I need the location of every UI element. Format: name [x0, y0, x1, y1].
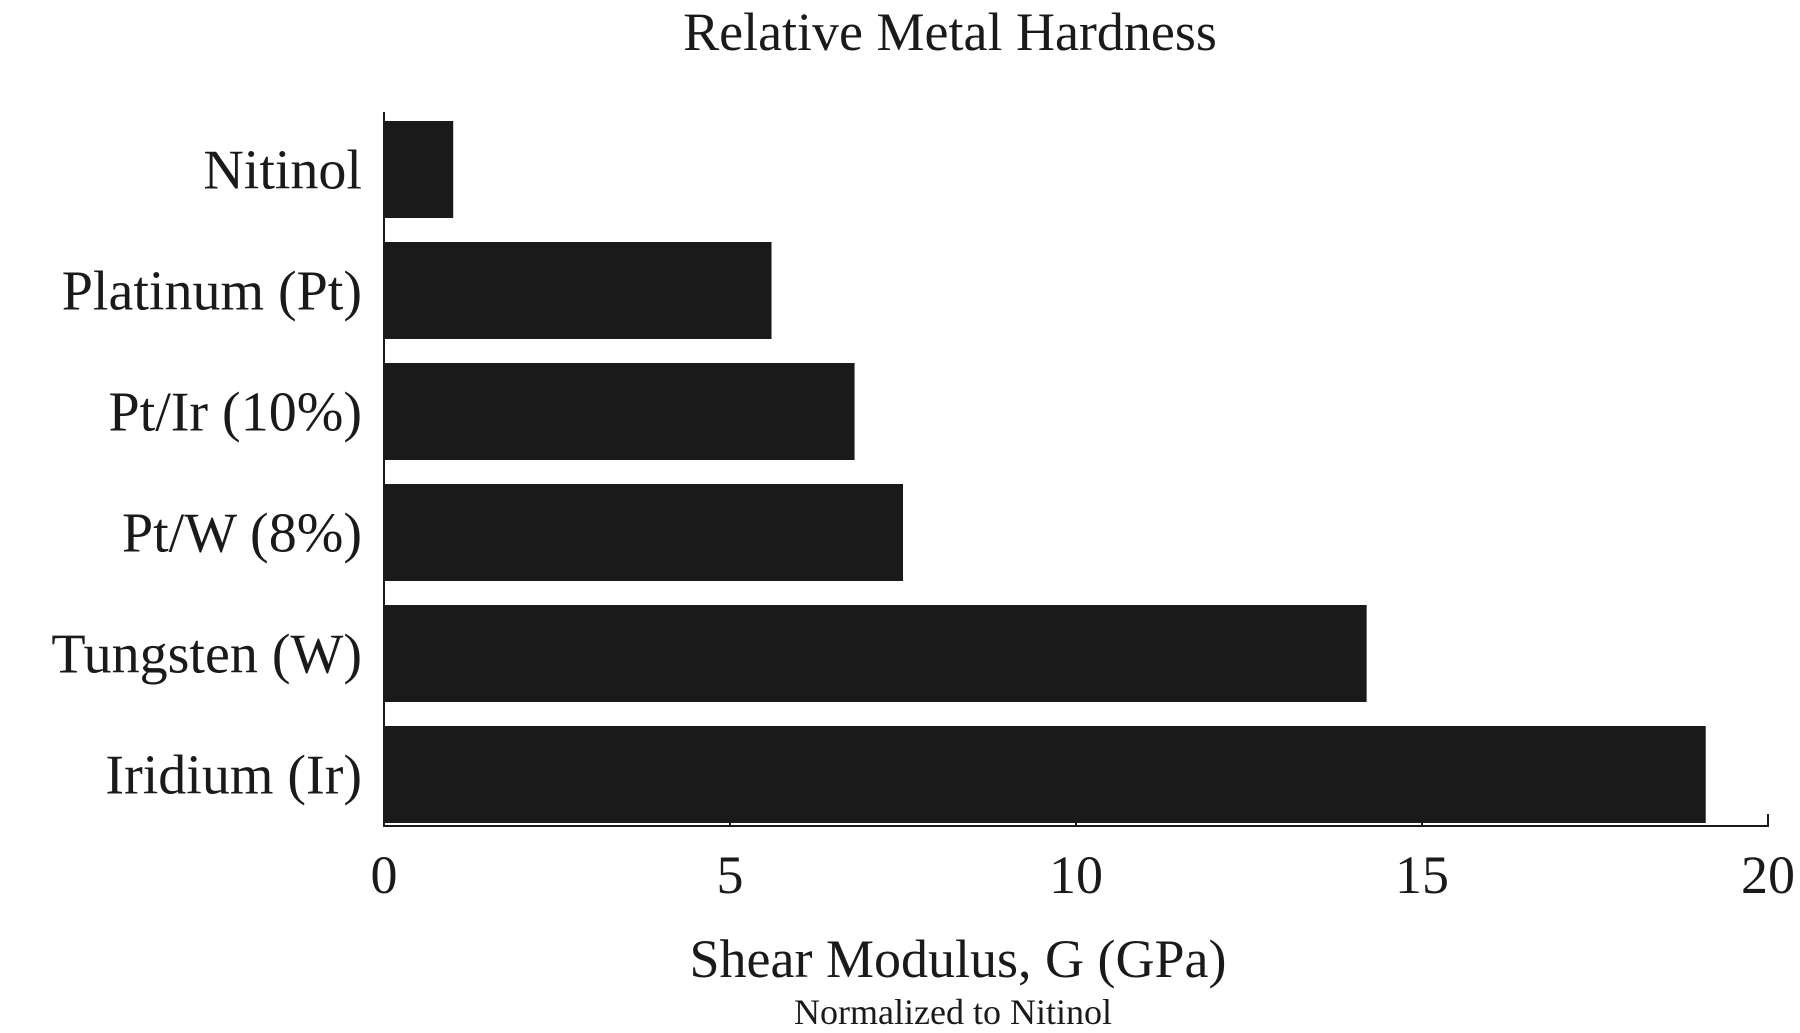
category-labels: Nitinol Platinum (Pt) Pt/Ir (10%) Pt/W (8%)…: [51, 140, 362, 807]
x-tick-label-4: 20: [1741, 845, 1795, 905]
x-tick-label-0: 0: [371, 845, 398, 905]
x-axis-sublabel: Normalized to Nitinol: [794, 992, 1112, 1032]
x-axis-label: Shear Modulus, G (GPa): [690, 929, 1227, 989]
category-label-5: Iridium (Ir): [105, 745, 362, 807]
chart-title: Relative Metal Hardness: [683, 2, 1217, 62]
bar-2: [384, 363, 855, 460]
axes: [383, 112, 1768, 827]
bar-0: [384, 121, 454, 218]
x-ticks: 0 5 10 15 20: [371, 814, 1795, 905]
bar-1: [384, 242, 772, 339]
category-label-0: Nitinol: [203, 140, 362, 202]
bar-4: [384, 605, 1367, 702]
category-label-2: Pt/Ir (10%): [108, 382, 362, 444]
x-tick-label-3: 15: [1395, 845, 1449, 905]
category-label-4: Tungsten (W): [51, 624, 362, 686]
category-label-3: Pt/W (8%): [122, 503, 362, 565]
bars-group: [384, 121, 1706, 823]
x-tick-label-1: 5: [717, 845, 744, 905]
category-label-1: Platinum (Pt): [62, 261, 362, 323]
x-tick-label-2: 10: [1049, 845, 1103, 905]
bar-5: [384, 726, 1706, 823]
bar-3: [384, 484, 903, 581]
